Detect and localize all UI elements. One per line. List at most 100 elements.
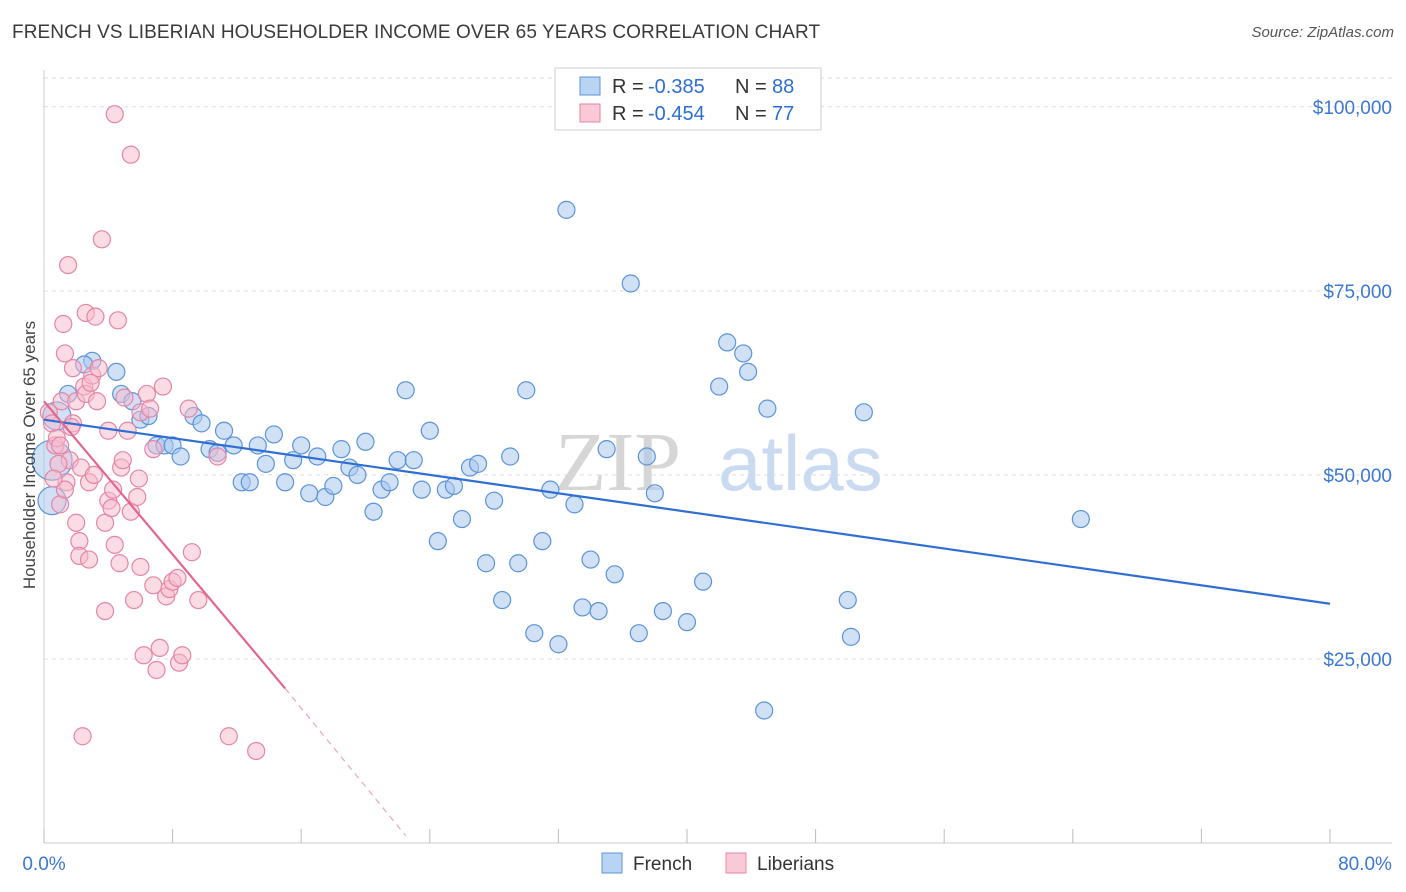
liberian-point — [121, 145, 140, 164]
french-point — [107, 362, 126, 381]
french-point — [412, 480, 431, 499]
liberian-point — [79, 550, 99, 569]
liberian-point — [182, 543, 201, 562]
french-point — [356, 432, 375, 451]
french-point — [629, 624, 648, 643]
liberian-point — [105, 105, 124, 124]
french-point — [621, 274, 640, 293]
french-point — [533, 532, 552, 551]
french-point — [264, 425, 283, 444]
french-point — [581, 550, 600, 569]
liberian-point — [63, 359, 83, 378]
legend-r-label-liberian: R = — [612, 103, 644, 125]
liberian-point — [124, 590, 144, 610]
legend-r-french: -0.385 — [648, 76, 705, 98]
liberian-point — [147, 660, 166, 680]
liberian-point — [86, 307, 105, 326]
liberian-point — [131, 557, 150, 577]
french-point — [710, 377, 729, 396]
liberian-point — [105, 535, 124, 554]
liberian-point — [84, 465, 103, 485]
liberian-point — [54, 314, 73, 334]
y-tick-label: $25,000 — [1323, 650, 1392, 671]
liberian-trend-line — [43, 400, 286, 690]
liberian-point — [247, 741, 266, 761]
french-point — [380, 473, 399, 492]
y-tick-label: $50,000 — [1323, 466, 1392, 487]
french-point — [838, 590, 857, 610]
french-point — [256, 454, 275, 473]
french-point — [348, 465, 367, 485]
liberian-point — [144, 440, 163, 459]
french-point — [573, 598, 592, 617]
liberian-point — [173, 646, 192, 665]
bottom-legend-liberians: Liberians — [757, 854, 834, 875]
liberian-point — [108, 311, 128, 330]
french-point — [718, 333, 737, 352]
french-point — [452, 509, 472, 529]
french-point — [693, 572, 713, 591]
trend-lines — [43, 400, 1331, 837]
french-point — [364, 502, 383, 521]
liberian-point — [95, 601, 115, 621]
liberian-point — [219, 727, 238, 746]
liberian-point — [113, 451, 132, 470]
french-point — [841, 627, 861, 646]
liberian-point — [89, 359, 108, 378]
legend-n-liberian: 77 — [772, 103, 794, 125]
french-point — [549, 635, 568, 654]
french-point — [645, 484, 664, 503]
y-axis-label: Householder Income Over 65 years — [20, 321, 39, 589]
french-point — [420, 421, 439, 440]
liberian-point — [168, 568, 187, 588]
liberian-trend-extension — [284, 688, 407, 837]
french-point — [854, 403, 873, 422]
french-point — [485, 491, 504, 510]
liberian-point — [73, 727, 92, 746]
french-point — [677, 613, 697, 632]
french-point — [565, 495, 584, 514]
french-point — [738, 362, 758, 381]
french-point — [589, 601, 608, 621]
liberian-point — [55, 344, 74, 363]
bottom-legend: French Liberians — [601, 852, 834, 875]
liberian-point — [153, 377, 173, 396]
chart-title: FRENCH VS LIBERIAN HOUSEHOLDER INCOME OV… — [12, 22, 821, 43]
french-point — [192, 414, 211, 433]
bottom-legend-french-swatch — [601, 852, 623, 874]
liberian-point — [129, 469, 148, 488]
french-point — [332, 440, 351, 459]
legend-n-label-french: N = — [735, 76, 767, 98]
french-point — [476, 554, 496, 573]
french-point — [468, 454, 488, 473]
top-legend: R = -0.385 N = 88 R = -0.454 N = 77 — [554, 67, 822, 131]
legend-r-liberian: -0.454 — [648, 103, 705, 125]
liberian-point — [59, 255, 78, 275]
french-point — [734, 344, 753, 363]
liberian-point — [179, 399, 198, 418]
liberian-point — [92, 230, 111, 249]
liberian-point — [102, 498, 121, 518]
liberian-point — [81, 373, 100, 392]
y-tick-label: $75,000 — [1323, 282, 1392, 303]
liberian-point — [150, 638, 169, 658]
liberian-point — [55, 480, 74, 499]
liberian-point — [208, 447, 227, 466]
french-point — [517, 381, 536, 400]
french-point — [758, 399, 777, 418]
liberian-point — [137, 384, 156, 404]
watermark: ZIP atlas — [555, 416, 883, 509]
liberian-point — [44, 469, 63, 488]
liberian-points — [39, 105, 266, 761]
french-point — [276, 473, 295, 492]
french-point — [300, 484, 319, 503]
french-point — [637, 447, 656, 466]
chart-source: Source: ZipAtlas.com — [1251, 24, 1394, 41]
french-point — [308, 447, 327, 466]
liberian-point — [67, 513, 86, 532]
french-point — [214, 421, 234, 440]
french-point — [541, 480, 560, 499]
french-point — [292, 436, 311, 455]
watermark-atlas: atlas — [718, 419, 883, 507]
